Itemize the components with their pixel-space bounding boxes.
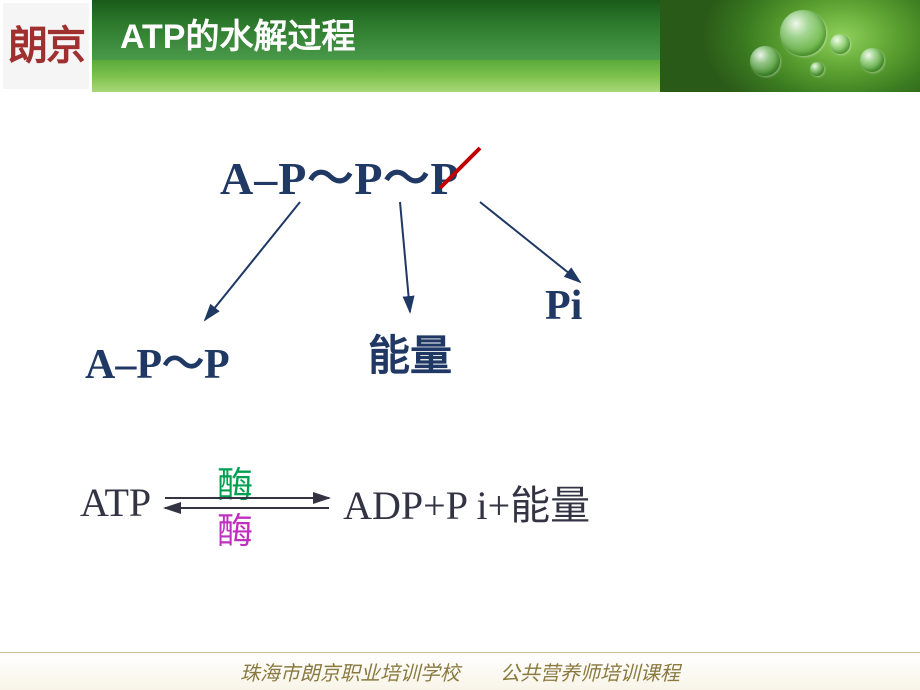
logo: 朗京 — [0, 0, 92, 92]
product-energy: 能量 — [368, 322, 452, 383]
leaf-decoration — [660, 0, 920, 92]
eq-left: ATP — [80, 479, 151, 526]
footer-school: 珠海市朗京职业培训学校 — [240, 657, 460, 686]
title-bar: ATP的水解过程 — [92, 0, 920, 92]
footer-course: 公共营养师培训课程 — [500, 657, 680, 686]
eq-right: ADP+P i+能量 — [343, 473, 590, 531]
slide-header: 朗京 ATP的水解过程 — [0, 0, 920, 92]
logo-text: 朗京 — [8, 26, 84, 66]
reversible-arrows: 酶 酶 — [157, 462, 337, 542]
reaction-equation: ATP 酶 酶 ADP+P i+能量 — [80, 462, 590, 542]
slide-content: A–P～P～P A–P～P 能量 Pi ATP 酶 酶 — [0, 92, 920, 652]
product-pi: Pi — [545, 282, 582, 330]
breakdown-arrows — [150, 192, 670, 332]
product-adp: A–P～P — [85, 330, 230, 391]
slide-title: ATP的水解过程 — [120, 9, 355, 58]
slide-footer: 珠海市朗京职业培训学校 公共营养师培训课程 — [0, 652, 920, 690]
